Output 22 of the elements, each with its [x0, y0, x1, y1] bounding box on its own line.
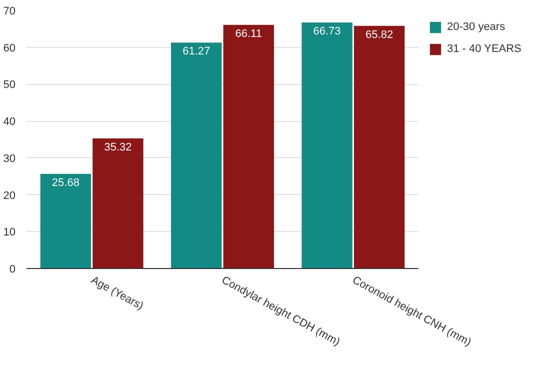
y-tick-label: 40	[3, 116, 16, 128]
data-label: 66.73	[313, 26, 341, 38]
bar	[92, 138, 144, 268]
bar	[354, 26, 405, 268]
y-tick-label: 60	[3, 42, 16, 54]
legend-label: 31 - 40 YEARS	[447, 43, 522, 55]
data-label: 25.68	[52, 176, 80, 189]
data-label: 61.27	[182, 46, 210, 58]
y-tick-label: 10	[3, 226, 16, 239]
y-tick-label: 20	[3, 190, 16, 202]
legend-label: 20-30 years	[447, 21, 506, 33]
bar	[223, 24, 274, 268]
bar	[40, 174, 92, 268]
y-tick-label: 70	[3, 6, 16, 18]
y-tick-label: 50	[3, 79, 16, 92]
data-label: 66.11	[235, 28, 262, 40]
data-label: 65.82	[366, 28, 394, 41]
y-tick-label: 0	[9, 264, 16, 276]
y-tick-label: 30	[3, 152, 16, 165]
data-label: 35.32	[104, 141, 132, 154]
bar	[302, 22, 352, 268]
bar	[171, 42, 222, 268]
